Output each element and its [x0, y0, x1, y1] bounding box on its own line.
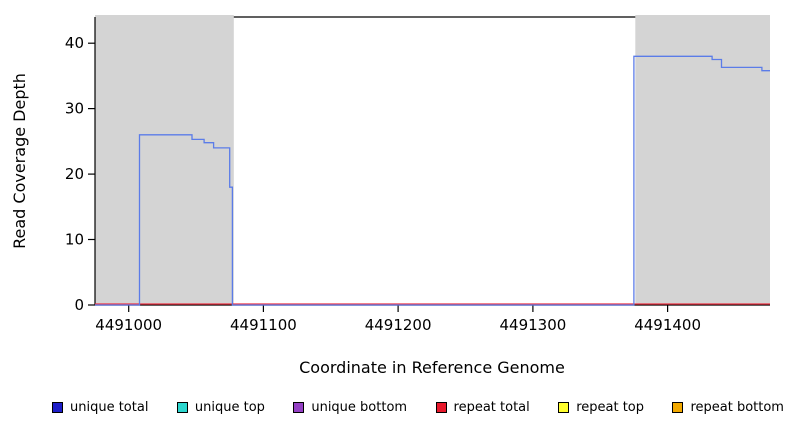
legend-item-unique-bottom: unique bottom: [293, 400, 407, 415]
x-tick-label: 4491200: [365, 316, 432, 334]
legend-item-unique-total: unique total: [52, 400, 148, 415]
legend-swatch-repeat-bottom: [672, 401, 684, 413]
legend-swatch-unique-bottom: [293, 401, 305, 413]
y-axis-title: Read Coverage Depth: [10, 73, 29, 249]
coverage-plot: 4491000 4491100 4491200 4491300 4491400 0 10 20…: [10, 15, 770, 377]
x-tick-label: 4491100: [230, 316, 297, 334]
legend-label-repeat-bottom: repeat bottom: [690, 399, 784, 415]
legend-label-unique-total: unique total: [70, 399, 149, 415]
legend-swatch-unique-top: [176, 401, 188, 413]
legend-label-repeat-total: repeat total: [453, 399, 530, 415]
legend-item-repeat-bottom: repeat bottom: [672, 400, 784, 415]
repeat-region-shade-2: [635, 15, 770, 305]
y-tick-label: 40: [65, 34, 84, 52]
legend-swatch-unique-total: [52, 401, 63, 413]
legend-item-unique-top: unique top: [176, 399, 265, 415]
repeat-region-shade-1: [95, 15, 234, 305]
x-tick-label: 4491400: [634, 316, 701, 334]
legend-swatch-repeat-total: [435, 401, 447, 413]
legend-item-repeat-total: repeat total: [435, 399, 530, 415]
y-tick-label: 20: [65, 165, 84, 183]
x-tick-label: 4491000: [95, 316, 162, 334]
y-tick-label: 30: [65, 100, 84, 118]
plot-layers: 4491000 4491100 4491200 4491300 4491400 0 10 20…: [65, 15, 770, 334]
legend-item-repeat-top: repeat top: [558, 400, 644, 415]
y-tick-label: 0: [74, 296, 84, 314]
x-axis-title: Coordinate in Reference Genome: [299, 358, 565, 377]
x-tick-label: 4491300: [499, 316, 566, 334]
legend-label-unique-top: unique top: [194, 399, 265, 415]
y-tick-label: 10: [65, 231, 84, 249]
legend-label-repeat-top: repeat top: [576, 399, 644, 415]
legend-label-unique-bottom: unique bottom: [311, 399, 408, 415]
legend: unique total unique top unique bottom repea…: [52, 398, 784, 416]
legend-swatch-repeat-top: [558, 401, 570, 413]
series-unique-total: [95, 55, 770, 306]
